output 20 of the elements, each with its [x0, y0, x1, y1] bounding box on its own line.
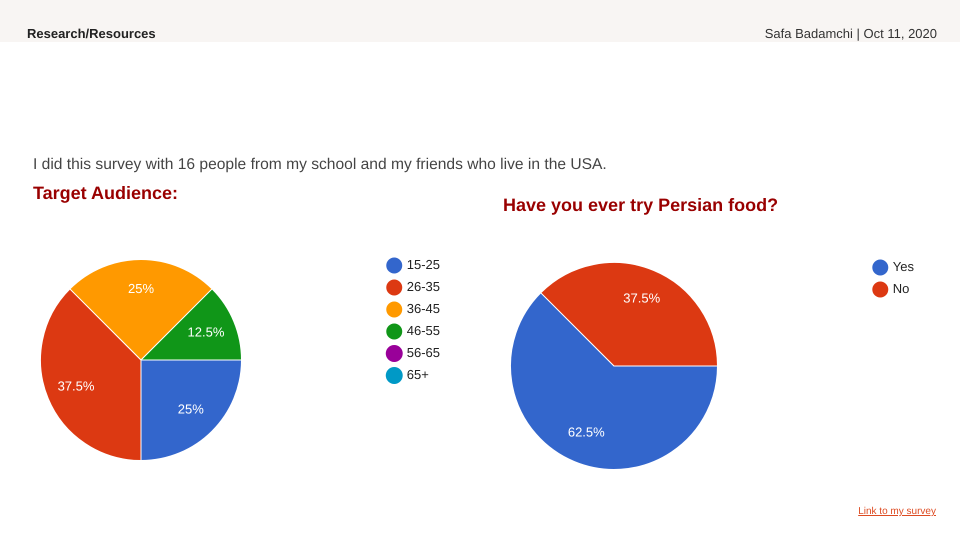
chart-title: Target Audience:: [33, 182, 178, 204]
legend-label: 26-35: [406, 279, 440, 294]
data-label: 37.5%: [58, 378, 95, 394]
text: I did this survey with 16 people from my school and my friends who live in the USA.: [33, 156, 607, 174]
legend-label: 65+: [406, 367, 429, 382]
legend-label: 56-65: [406, 345, 440, 360]
legend-label: 36-45: [406, 301, 440, 316]
data-label: 25%: [178, 401, 204, 416]
data-label: 62.5%: [568, 424, 606, 440]
text: Research/Resources: [27, 25, 156, 43]
legend-label: No: [892, 281, 910, 296]
legend-label: 15-25: [406, 257, 440, 272]
legend-label: 46-55: [406, 323, 440, 338]
text: Safa Badamchi | Oct 11, 2020: [764, 25, 937, 43]
legend-label: Yes: [892, 259, 914, 274]
data-label: 37.5%: [623, 290, 661, 306]
text: Link to my survey: [858, 505, 936, 518]
chart-title: Have you ever try Persian food?: [503, 194, 778, 216]
data-label: 12.5%: [188, 324, 225, 340]
data-label: 25%: [128, 281, 154, 296]
